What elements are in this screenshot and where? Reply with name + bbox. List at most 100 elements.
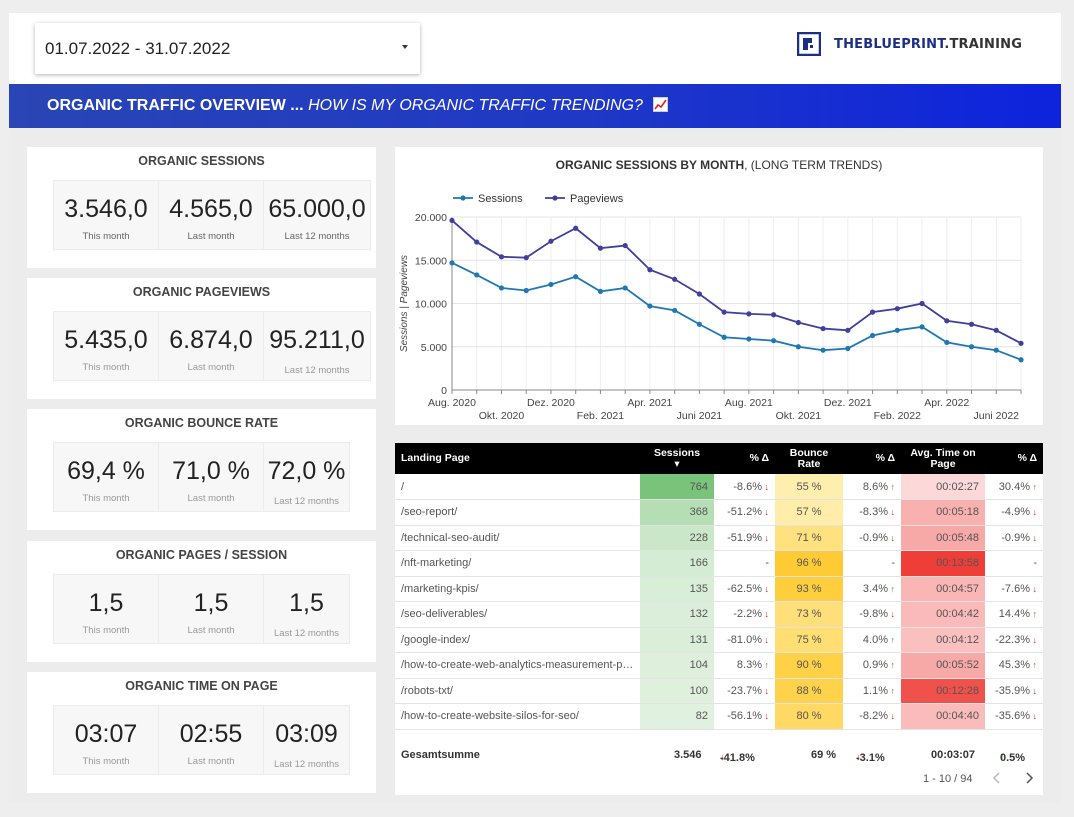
down-arrow-icon: ↓ — [856, 752, 861, 762]
landing-page-table-card: Landing Page Sessions ▾ % Δ Bounce Rate %… — [395, 443, 1043, 795]
cell-time-delta: 14.4% ↑ — [985, 601, 1043, 628]
total-sessions-delta-value: -41.8% — [720, 752, 755, 764]
data-point-sessions — [498, 285, 505, 291]
table-row[interactable]: /764 -8.6% ↓ 55 % 8.6% ↑ 00:02:27 30.4% ↑ — [395, 474, 1043, 500]
kpi-last-month: 71,0 % Last month — [158, 442, 264, 512]
cell-time-delta: - — [985, 550, 1043, 577]
table-row[interactable]: /seo-report/368 -51.2% ↓ 57 % -8.3% ↓ 00:05:… — [395, 499, 1043, 526]
cell-landing-page[interactable]: /technical-seo-audit/ — [395, 525, 640, 551]
table-row[interactable]: /seo-deliverables/132 -2.2% ↓ 73 % -9.8% ↓ 0… — [395, 601, 1043, 628]
next-page-icon[interactable] — [1022, 770, 1036, 786]
kpi-value: 1,5 — [88, 589, 124, 617]
y-tick-label: 15.000 — [415, 255, 447, 267]
kpi-last-12-months: 95.211,0 Last 12 months — [263, 311, 371, 381]
kpi-label: Last month — [187, 362, 235, 373]
delta-value: -23.7% — [727, 684, 762, 697]
x-tick-label: Apr. 2021 — [627, 397, 672, 409]
cell-landing-page[interactable]: / — [395, 474, 640, 500]
down-arrow-icon: ↓ — [1029, 507, 1037, 518]
header-bounce-rate[interactable]: Bounce Rate — [775, 443, 843, 474]
logo-brand: THEBLUEPRINT — [834, 36, 945, 52]
kpi-value: 71,0 % — [172, 457, 250, 485]
up-arrow-icon: ↑ — [761, 660, 769, 671]
cell-avg-time: 00:04:40 — [901, 703, 985, 730]
cell-sessions: 166 — [640, 550, 714, 577]
date-range-picker[interactable]: 01.07.2022 - 31.07.2022 — [35, 23, 420, 74]
down-arrow-icon: ↓ — [887, 532, 895, 543]
down-arrow-icon: ↓ — [887, 507, 895, 518]
cell-landing-page[interactable]: /nft-marketing/ — [395, 550, 640, 577]
table-row[interactable]: /how-to-create-website-silos-for-seo/82-… — [395, 703, 1043, 730]
cell-landing-page[interactable]: /seo-report/ — [395, 499, 640, 526]
kpi-value: 95.211,0 — [269, 326, 365, 354]
header-landing-page[interactable]: Landing Page — [395, 443, 640, 474]
up-arrow-icon: ↑ — [887, 583, 895, 594]
header-bounce-delta[interactable]: % Δ — [843, 443, 901, 474]
kpi-card-pageviews: ORGANIC PAGEVIEWS 5.435,0 This month 6.8… — [27, 278, 376, 399]
data-point-sessions — [795, 344, 801, 350]
kpi-last-month: 1,5 Last month — [158, 574, 264, 644]
table-row[interactable]: /technical-seo-audit/228 -51.9% ↓ 71 % -0.9… — [395, 525, 1043, 551]
header-avg-time[interactable]: Avg. Time on Page — [901, 443, 985, 474]
table-row[interactable]: /marketing-kpis/135 -62.5% ↓ 93 % 3.4% ↑ 00:… — [395, 576, 1043, 602]
cell-time-delta: -35.9% ↓ — [985, 678, 1043, 704]
cell-landing-page[interactable]: /seo-deliverables/ — [395, 601, 640, 628]
table-body: /764 -8.6% ↓ 55 % 8.6% ↑ 00:02:27 30.4% ↑/seo… — [395, 474, 1043, 730]
cell-sessions: 104 — [640, 652, 714, 679]
cell-landing-page[interactable]: /google-index/ — [395, 627, 640, 653]
cell-bounce-delta: 4.0% ↑ — [843, 627, 901, 653]
table-row[interactable]: /nft-marketing/166-96 % -00:13:58- — [395, 550, 1043, 577]
cell-bounce-delta: 1.1% ↑ — [843, 678, 901, 704]
delta-value: -51.2% — [727, 506, 762, 519]
data-point-sessions — [622, 285, 628, 291]
header-sessions-delta[interactable]: % Δ — [714, 443, 775, 474]
cell-landing-page[interactable]: /how-to-create-web-analytics-measurement… — [395, 652, 640, 679]
kpi-last-12-months: 72,0 % Last 12 months — [263, 442, 350, 512]
data-point-pageviews — [696, 291, 702, 297]
kpi-value: 69,4 % — [67, 457, 145, 485]
cell-bounce-rate: 80 % — [775, 703, 843, 730]
cell-sessions-delta: -23.7% ↓ — [714, 678, 775, 704]
table-row[interactable]: /how-to-create-web-analytics-measurement… — [395, 652, 1043, 679]
kpi-label: Last 12 months — [274, 496, 339, 507]
cell-sessions: 131 — [640, 627, 714, 653]
kpi-label: This month — [82, 362, 130, 373]
data-point-sessions — [845, 345, 851, 352]
cell-landing-page[interactable]: /marketing-kpis/ — [395, 576, 640, 602]
cell-sessions-delta: -62.5% ↓ — [714, 576, 775, 602]
cell-sessions: 368 — [640, 499, 714, 526]
down-arrow-icon: ↓ — [1029, 685, 1037, 696]
cell-sessions-delta: -56.1% ↓ — [714, 703, 775, 730]
delta-value: 0.9% — [862, 659, 888, 672]
cell-landing-page[interactable]: /robots-txt/ — [395, 678, 640, 704]
kpi-label: This month — [82, 625, 130, 636]
down-arrow-icon: ↓ — [887, 609, 895, 620]
prev-page-icon[interactable] — [990, 770, 1004, 786]
series-line-sessions — [451, 262, 1022, 361]
legend-marker — [552, 195, 558, 201]
header-sessions[interactable]: Sessions ▾ — [640, 443, 714, 474]
table-row[interactable]: /google-index/131 -81.0% ↓ 75 % 4.0% ↑ 00:04… — [395, 627, 1043, 653]
data-point-sessions — [894, 327, 900, 333]
cell-bounce-delta: -9.8% ↓ — [843, 601, 901, 628]
delta-value: -56.1% — [727, 710, 762, 723]
delta-value: -81.0% — [727, 633, 762, 646]
x-tick-label: Juni 2022 — [973, 410, 1019, 422]
y-tick-label: 5.000 — [421, 342, 447, 354]
data-point-sessions — [820, 347, 826, 353]
y-axis-label: Sessions | Pageviews — [399, 255, 410, 352]
data-point-pageviews — [498, 254, 505, 260]
data-point-pageviews — [820, 325, 826, 332]
total-time-delta-value: 0.5% — [1000, 752, 1026, 764]
kpi-card-pages-per-session: ORGANIC PAGES / SESSION 1,5 This month 1… — [27, 541, 376, 662]
cell-bounce-delta: 3.4% ↑ — [843, 576, 901, 602]
top-bar: 01.07.2022 - 31.07.2022 THEBLUEPRINT.TRA… — [9, 13, 1061, 84]
table-row[interactable]: /robots-txt/100 -23.7% ↓ 88 % 1.1% ↑ 00:12:2… — [395, 678, 1043, 704]
header-time-delta[interactable]: % Δ — [985, 443, 1043, 474]
down-arrow-icon: ↓ — [1029, 532, 1037, 543]
cell-landing-page[interactable]: /how-to-create-website-silos-for-seo/ — [395, 703, 640, 730]
cell-bounce-delta: -8.3% ↓ — [843, 499, 901, 526]
data-point-sessions — [993, 347, 999, 353]
cell-sessions-delta: -51.9% ↓ — [714, 525, 775, 551]
